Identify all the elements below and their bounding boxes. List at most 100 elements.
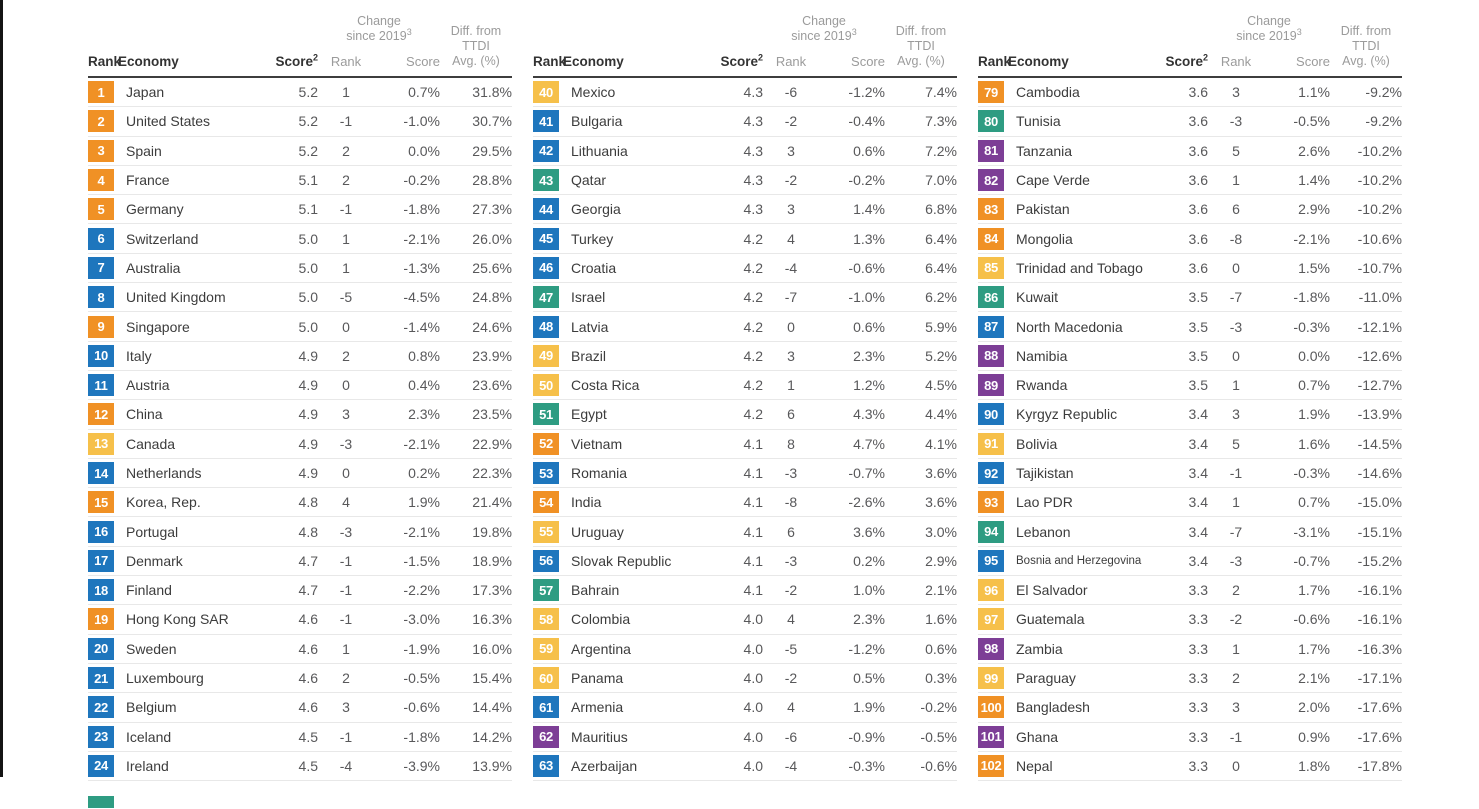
economy-name: Belgium [126,699,177,716]
rank-cell: 60 [533,667,563,690]
diff-from-avg-header: Diff. from TTDI Avg. (%) [1340,24,1392,68]
rank-badge: 40 [533,81,559,104]
change-rank-value: -1 [339,113,353,130]
rank-badge: 50 [533,374,559,397]
rank-badge: 7 [88,256,114,279]
change-rank-value: 0 [1232,347,1240,364]
economy-name: Pakistan [1016,201,1070,218]
score-value: 4.0 [743,611,763,628]
table-row: 22 Belgium 4.6 3 -0.6% 14.4% [88,693,512,723]
economy-name: Trinidad and Tobago [1016,259,1143,276]
change-score-value: -0.6% [1293,611,1330,628]
rank-cell: 17 [88,549,118,572]
economy-name: Uruguay [571,523,624,540]
change-score-value: -0.2% [403,172,440,189]
table-row: 3 Spain 5.2 2 0.0% 29.5% [88,137,512,166]
change-score-value: 0.7% [1298,377,1330,394]
rank-badge: 49 [533,344,559,367]
rank-cell: 2 [88,110,118,133]
diff-from-avg-value: -16.1% [1357,582,1402,599]
economy-name: Hong Kong SAR [126,611,229,628]
change-rank-subheader: Rank [1220,54,1252,69]
rank-cell: 14 [88,462,118,484]
rank-cell: 58 [533,608,563,631]
change-score-value: 1.1% [1298,84,1330,101]
economy-name: Bosnia and Herzegovina [1016,554,1142,567]
score-column-header: Score2 [720,52,763,69]
rank-badge: 81 [978,139,1004,162]
rank-cell: 18 [88,579,118,602]
table-row: 18 Finland 4.7 -1 -2.2% 17.3% [88,576,512,606]
change-rank-value: 2 [342,347,350,364]
change-rank-value: 1 [1232,172,1240,189]
change-score-value: 1.3% [853,230,885,247]
diff-from-avg-value: 14.2% [472,728,512,745]
score-column-header: Score2 [1165,52,1208,69]
change-score-value: 1.8% [1298,757,1330,774]
rank-cell: 86 [978,286,1008,309]
diff-from-avg-value: -14.5% [1357,435,1402,452]
change-score-value: -1.2% [848,84,885,101]
change-rank-value: 3 [787,201,795,218]
change-score-value: -0.7% [1293,552,1330,569]
rank-badge: 19 [88,608,114,631]
rank-cell: 40 [533,81,563,104]
change-score-value: 2.3% [853,611,885,628]
diff-from-avg-value: 4.4% [925,406,957,423]
table-row: 47 Israel 4.2 -7 -1.0% 6.2% [533,283,957,313]
score-value: 3.6 [1188,172,1208,189]
score-value: 3.6 [1188,142,1208,159]
diff-from-avg-value: 7.0% [925,172,957,189]
change-rank-value: 3 [787,142,795,159]
rank-badge: 88 [978,344,1004,367]
rank-cell: 9 [88,315,118,338]
table-row: 14 Netherlands 4.9 0 0.2% 22.3% [88,459,512,489]
change-rank-value: 2 [342,172,350,189]
diff-from-avg-value: 14.4% [472,699,512,716]
rank-cell: 96 [978,579,1008,602]
rank-cell: 99 [978,667,1008,690]
change-rank-value: -1 [339,611,353,628]
rank-cell: 6 [88,227,118,250]
rank-badge: 1 [88,81,114,104]
score-value: 4.1 [743,494,763,511]
rank-cell: 93 [978,491,1008,514]
change-score-value: 2.3% [853,347,885,364]
economy-name: Ireland [126,757,169,774]
change-score-value: -0.3% [1293,465,1330,481]
rank-badge: 12 [88,403,114,426]
economy-name: Argentina [571,640,631,657]
rank-cell: 59 [533,637,563,660]
table-row: 56 Slovak Republic 4.1 -3 0.2% 2.9% [533,547,957,577]
diff-from-avg-value: -10.2% [1357,172,1402,189]
rank-cell: 101 [978,725,1008,748]
diff-from-avg-value: -10.2% [1357,142,1402,159]
rank-cell: 92 [978,462,1008,484]
table-row: 57 Bahrain 4.1 -2 1.0% 2.1% [533,576,957,606]
economy-column-header: Economy [1008,54,1069,69]
change-rank-value: -1 [339,582,353,599]
rank-badge: 98 [978,637,1004,660]
change-rank-value: -6 [784,84,798,101]
change-rank-value: -1 [1229,728,1243,745]
table-row: 61 Armenia 4.0 4 1.9% -0.2% [533,693,957,723]
score-value: 4.0 [743,699,763,716]
rank-cell: 7 [88,256,118,279]
table-row: 87 North Macedonia 3.5 -3 -0.3% -12.1% [978,312,1402,342]
change-score-value: 4.7% [853,435,885,452]
rank-badge: 97 [978,608,1004,631]
score-column-header: Score2 [275,52,318,69]
score-value: 4.7 [298,582,318,599]
change-score-value: 1.7% [1298,582,1330,599]
change-score-value: 2.9% [1298,201,1330,218]
economy-name: Paraguay [1016,670,1076,687]
economy-name: Egypt [571,406,607,423]
score-value: 4.9 [298,435,318,452]
score-value: 4.3 [743,172,763,189]
table-header: Rank Economy Score2 Change since 20193 Ra… [88,14,512,78]
rank-cell: 47 [533,286,563,309]
rank-cell: 83 [978,198,1008,221]
table-row: 48 Latvia 4.2 0 0.6% 5.9% [533,312,957,342]
rank-badge: 51 [533,403,559,426]
rank-badge: 45 [533,227,559,250]
